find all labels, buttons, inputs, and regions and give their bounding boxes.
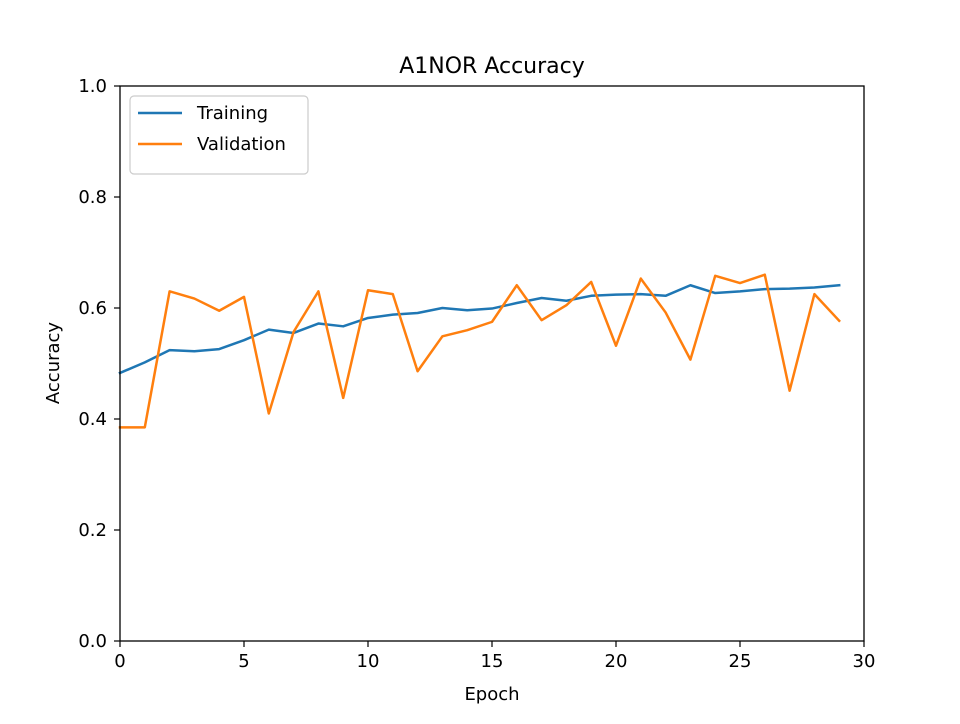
x-tick-label: 25 — [729, 651, 752, 672]
y-tick-label: 0.6 — [78, 298, 107, 319]
y-tick-label: 0.0 — [78, 631, 107, 652]
x-tick-label: 0 — [114, 651, 125, 672]
x-tick-label: 20 — [605, 651, 628, 672]
series-line-validation — [118, 273, 841, 429]
x-tick-label: 30 — [853, 651, 876, 672]
x-tick-label: 5 — [238, 651, 249, 672]
chart-title: A1NOR Accuracy — [399, 54, 585, 79]
x-axis-label: Epoch — [464, 684, 519, 705]
x-tick-label: 10 — [357, 651, 380, 672]
plot-area — [118, 273, 841, 429]
legend: Training Validation — [129, 95, 309, 175]
tick-marks: 0 5 10 15 20 25 30 0.0 0.2 0.4 0.6 0.8 1.0 — [78, 76, 875, 672]
x-tick-label: 15 — [481, 651, 504, 672]
y-axis-label: Accuracy — [43, 322, 64, 405]
legend-box — [129, 95, 309, 175]
legend-label-training: Training — [196, 103, 268, 124]
legend-label-validation: Validation — [197, 134, 286, 155]
y-tick-label: 0.4 — [78, 409, 107, 430]
series-line-training — [118, 283, 841, 375]
y-tick-label: 0.2 — [78, 520, 107, 541]
y-tick-label: 1.0 — [78, 76, 107, 97]
y-tick-label: 0.8 — [78, 187, 107, 208]
